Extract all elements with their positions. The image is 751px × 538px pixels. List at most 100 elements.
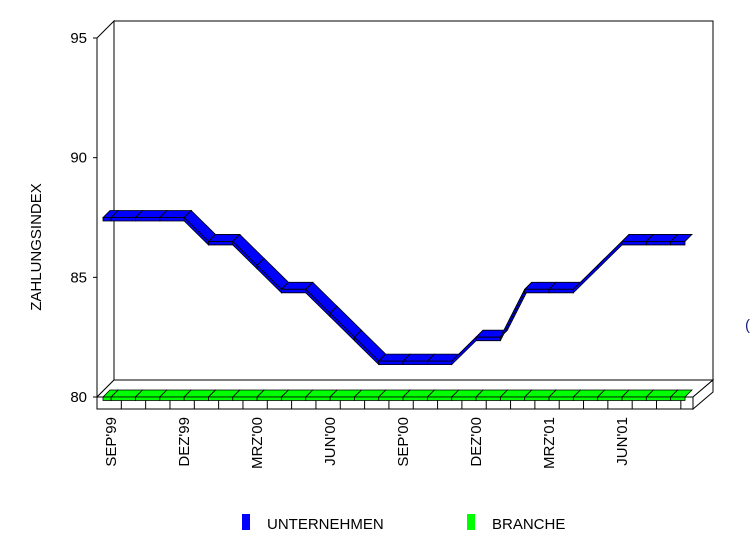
series-segment-front xyxy=(524,288,550,294)
series-segment-front xyxy=(281,288,307,294)
series-point xyxy=(159,389,168,398)
series-segment-front xyxy=(499,396,526,401)
series-point xyxy=(597,258,605,266)
series-segment-front xyxy=(208,241,234,246)
legend-item: UNTERNEHMEN xyxy=(242,514,384,533)
series-segment-front xyxy=(208,396,234,401)
series-segment-front xyxy=(427,396,453,401)
series-point xyxy=(621,234,630,242)
series-segment-front xyxy=(378,396,404,401)
y-tick-label: 90 xyxy=(70,150,87,167)
series-point xyxy=(500,329,508,338)
legend-swatch xyxy=(467,514,475,530)
series-segment-front xyxy=(102,217,112,222)
x-tick-label: MRZ'01 xyxy=(541,417,558,469)
series-point xyxy=(305,389,313,398)
series-point xyxy=(378,389,386,398)
x-axis: SEP'99 DEZ'99 MRZ'00 JUN'00 SEP'00 DEZ'00 MRZ'… xyxy=(103,417,631,469)
series-segment-front xyxy=(451,396,477,401)
x-tick-label: SEP'00 xyxy=(395,417,412,467)
series-segment-front xyxy=(402,396,428,401)
series-point xyxy=(354,329,362,338)
series-layer xyxy=(102,209,693,401)
series-point xyxy=(135,389,143,398)
base-side xyxy=(692,378,714,411)
series-point xyxy=(646,389,654,398)
series-point xyxy=(475,329,484,338)
legend: UNTERNEHMEN BRANCHE xyxy=(242,514,565,533)
series-segment-front xyxy=(427,360,453,366)
series-point xyxy=(646,234,654,242)
series-point xyxy=(208,389,216,398)
series-point xyxy=(281,389,289,398)
series-segment-front xyxy=(597,396,623,401)
series-point xyxy=(548,389,557,398)
series-segment-front xyxy=(183,396,209,401)
series-segment-front xyxy=(135,217,161,222)
series-point xyxy=(475,389,484,398)
legend-label: UNTERNEHMEN xyxy=(267,516,384,533)
series-point xyxy=(670,389,678,398)
series-point xyxy=(573,282,581,290)
left-wall xyxy=(96,19,115,399)
series-point xyxy=(305,282,313,290)
series-point xyxy=(256,258,265,266)
series-segment-front xyxy=(548,288,574,294)
series-segment-front xyxy=(572,396,599,401)
series-point xyxy=(232,234,241,242)
series-point xyxy=(524,389,532,398)
series-segment-front xyxy=(378,360,404,366)
series-point xyxy=(670,234,678,242)
series-point xyxy=(329,306,338,314)
series-segment-front xyxy=(329,396,355,401)
series-point xyxy=(354,389,362,398)
series-segment-front xyxy=(475,396,501,401)
series-point xyxy=(500,389,508,398)
series-point xyxy=(597,389,605,398)
series-point xyxy=(524,282,532,290)
series-segment-front xyxy=(524,396,550,401)
series-segment-front xyxy=(135,396,161,401)
series-point xyxy=(208,234,216,242)
series-segment-front xyxy=(621,396,647,401)
series-segment-front xyxy=(645,241,672,246)
y-tick-label: 85 xyxy=(70,269,87,286)
series-point xyxy=(110,210,119,218)
y-axis-title: ZAHLUNGSINDEX xyxy=(28,183,45,311)
series-branche xyxy=(102,389,693,401)
series-point xyxy=(427,389,435,398)
series-point xyxy=(256,389,265,398)
x-tick-label: JUN'00 xyxy=(322,417,339,466)
series-unternehmen xyxy=(102,209,693,366)
y-axis: 95 90 85 80 xyxy=(70,30,97,406)
series-point xyxy=(159,210,168,218)
series-point xyxy=(451,353,459,362)
series-point xyxy=(378,353,386,362)
series-point xyxy=(573,389,581,398)
series-segment-front xyxy=(548,396,574,401)
legend-label: BRANCHE xyxy=(492,516,565,533)
back-wall xyxy=(113,20,714,381)
edge-text: ( xyxy=(745,317,750,334)
series-segment-front xyxy=(159,217,185,222)
series-segment-front xyxy=(159,396,185,401)
series-segment-front xyxy=(402,360,428,366)
series-point xyxy=(451,389,459,398)
series-point xyxy=(135,210,143,218)
series-point xyxy=(427,353,435,362)
series-segment-front xyxy=(305,396,331,401)
series-segment-front xyxy=(354,396,380,401)
legend-swatch xyxy=(242,514,250,530)
x-tick-label: JUN'01 xyxy=(614,417,631,466)
series-segment-front xyxy=(670,396,686,401)
series-point xyxy=(110,389,119,398)
y-tick-label: 80 xyxy=(70,389,87,406)
series-segment-front xyxy=(645,396,672,401)
series-segment-front xyxy=(102,396,112,401)
series-point xyxy=(183,389,192,398)
series-segment-front xyxy=(281,396,307,401)
series-point xyxy=(548,282,557,290)
x-tick-label: DEZ'00 xyxy=(468,417,485,467)
